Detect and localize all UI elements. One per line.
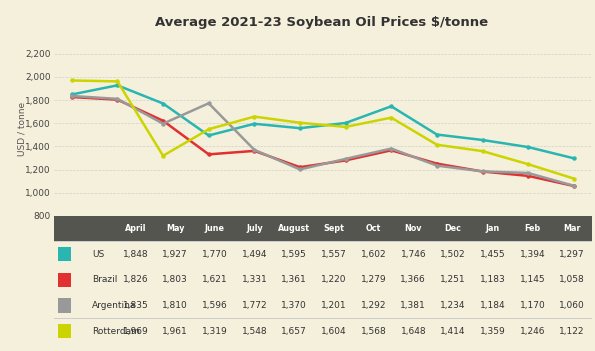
Text: 1,746: 1,746 — [400, 250, 426, 259]
Text: 1,060: 1,060 — [559, 301, 585, 310]
Text: Mar: Mar — [563, 224, 581, 233]
Text: 1,835: 1,835 — [123, 301, 148, 310]
Text: 1,122: 1,122 — [559, 327, 585, 336]
Text: 1,848: 1,848 — [123, 250, 148, 259]
Text: Argentina: Argentina — [92, 301, 136, 310]
Text: 1,220: 1,220 — [321, 276, 347, 284]
Text: 1,381: 1,381 — [400, 301, 426, 310]
Text: 1,246: 1,246 — [519, 327, 545, 336]
Text: 1,170: 1,170 — [519, 301, 546, 310]
Text: Nov: Nov — [405, 224, 422, 233]
Text: 1,361: 1,361 — [281, 276, 307, 284]
Text: 1,414: 1,414 — [440, 327, 466, 336]
Text: 1,596: 1,596 — [202, 301, 228, 310]
Text: 1,826: 1,826 — [123, 276, 148, 284]
Text: Dec: Dec — [444, 224, 462, 233]
Text: April: April — [124, 224, 146, 233]
Text: June: June — [205, 224, 225, 233]
Text: 1,319: 1,319 — [202, 327, 228, 336]
Text: July: July — [246, 224, 263, 233]
Text: 1,803: 1,803 — [162, 276, 188, 284]
Text: August: August — [278, 224, 310, 233]
Text: 1,145: 1,145 — [519, 276, 545, 284]
Text: 1,494: 1,494 — [242, 250, 267, 259]
Text: 1,648: 1,648 — [400, 327, 426, 336]
Text: 1,366: 1,366 — [400, 276, 426, 284]
Text: US: US — [92, 250, 104, 259]
Text: 1,184: 1,184 — [480, 301, 506, 310]
Text: Rotterdam: Rotterdam — [92, 327, 140, 336]
Text: 1,557: 1,557 — [321, 250, 347, 259]
Text: 1,602: 1,602 — [361, 250, 386, 259]
Text: 1,058: 1,058 — [559, 276, 585, 284]
Text: 1,621: 1,621 — [202, 276, 227, 284]
Text: 1,548: 1,548 — [242, 327, 267, 336]
Y-axis label: USD / tonne: USD / tonne — [18, 102, 27, 156]
Text: 1,455: 1,455 — [480, 250, 506, 259]
Text: 1,969: 1,969 — [123, 327, 148, 336]
Text: 1,568: 1,568 — [361, 327, 387, 336]
Text: 1,810: 1,810 — [162, 301, 188, 310]
Text: 1,657: 1,657 — [281, 327, 307, 336]
Text: Oct: Oct — [366, 224, 381, 233]
Text: 1,292: 1,292 — [361, 301, 386, 310]
Text: Brazil: Brazil — [92, 276, 117, 284]
Text: 1,961: 1,961 — [162, 327, 188, 336]
Text: 1,772: 1,772 — [242, 301, 267, 310]
Text: 1,234: 1,234 — [440, 301, 466, 310]
Text: 1,201: 1,201 — [321, 301, 347, 310]
Text: 1,370: 1,370 — [281, 301, 307, 310]
Text: 1,279: 1,279 — [361, 276, 386, 284]
Text: Sept: Sept — [324, 224, 345, 233]
Text: Average 2021-23 Soybean Oil Prices $/tonne: Average 2021-23 Soybean Oil Prices $/ton… — [155, 16, 488, 29]
Text: 1,770: 1,770 — [202, 250, 228, 259]
Text: 1,359: 1,359 — [480, 327, 506, 336]
Text: 1,927: 1,927 — [162, 250, 188, 259]
Text: Jan: Jan — [486, 224, 500, 233]
Text: 1,297: 1,297 — [559, 250, 585, 259]
Text: 1,604: 1,604 — [321, 327, 347, 336]
Text: Feb: Feb — [524, 224, 541, 233]
Text: 1,183: 1,183 — [480, 276, 506, 284]
Text: 1,394: 1,394 — [519, 250, 545, 259]
Text: 1,502: 1,502 — [440, 250, 466, 259]
Text: 1,595: 1,595 — [281, 250, 307, 259]
Text: 1,251: 1,251 — [440, 276, 466, 284]
Text: May: May — [166, 224, 184, 233]
Text: 1,331: 1,331 — [242, 276, 267, 284]
